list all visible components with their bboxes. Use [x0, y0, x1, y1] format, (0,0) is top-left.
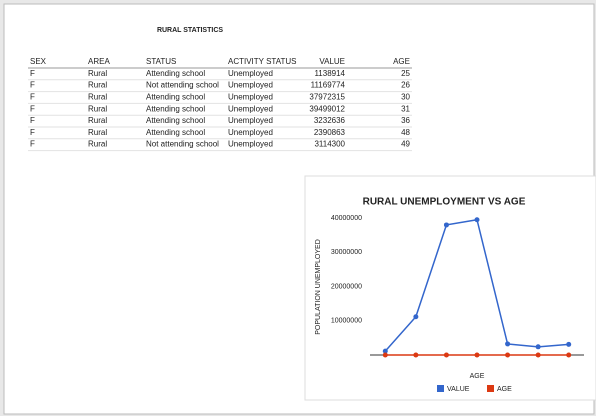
point: [566, 341, 572, 347]
table-cell: Attending school: [146, 69, 205, 78]
point: [505, 352, 511, 358]
point: [413, 314, 419, 320]
table-cell: 25: [401, 69, 410, 78]
table-cell: Rural: [88, 140, 107, 149]
table-cell: Attending school: [146, 128, 205, 137]
table-cell: 48: [401, 128, 410, 137]
table-cell: Unemployed: [228, 140, 273, 149]
table-header: AREA: [88, 57, 110, 66]
table-cell: 37972315: [309, 93, 345, 102]
table-cell: 3232636: [314, 116, 346, 125]
table-cell: 3114300: [314, 140, 345, 149]
table-cell: Not attending school: [146, 81, 219, 90]
table-cell: 30: [401, 93, 410, 102]
table-cell: Rural: [88, 81, 107, 90]
table-cell: 11169774: [311, 81, 346, 90]
table-cell: Not attending school: [146, 140, 219, 149]
y-tick-label: 30000000: [331, 249, 362, 256]
table-cell: Rural: [88, 128, 107, 137]
table-cell: 2390863: [314, 128, 346, 137]
legend-swatch: [487, 385, 494, 392]
point: [535, 344, 541, 350]
table-cell: Attending school: [146, 116, 205, 125]
table-cell: 31: [401, 104, 410, 113]
point: [443, 352, 449, 358]
table-cell: Unemployed: [228, 69, 273, 78]
table-cell: F: [30, 140, 35, 149]
point: [474, 217, 480, 223]
table-cell: F: [30, 128, 35, 137]
table-cell: 1138914: [314, 69, 345, 78]
table-cell: Unemployed: [228, 116, 273, 125]
table-header: VALUE: [319, 57, 345, 66]
point: [474, 352, 480, 358]
table-cell: F: [30, 104, 35, 113]
sheet-title: RURAL STATISTICS: [157, 27, 223, 34]
x-axis-label: AGE: [470, 373, 485, 380]
point: [382, 348, 388, 354]
point: [443, 222, 449, 228]
table-cell: F: [30, 116, 35, 125]
point: [413, 352, 419, 358]
table-cell: Unemployed: [228, 104, 273, 113]
y-tick-label: 40000000: [331, 215, 362, 222]
table-cell: Attending school: [146, 104, 205, 113]
table-cell: Rural: [88, 93, 107, 102]
point: [382, 352, 388, 358]
table-header: ACTIVITY STATUS: [228, 57, 296, 66]
table-cell: F: [30, 93, 35, 102]
table-cell: Rural: [88, 69, 107, 78]
table-cell: Unemployed: [228, 128, 273, 137]
legend-label: AGE: [497, 386, 512, 393]
y-tick-label: 10000000: [331, 318, 362, 325]
table-cell: 49: [401, 140, 410, 149]
point: [535, 352, 541, 358]
chart-box: [304, 175, 596, 401]
y-tick-label: 20000000: [331, 283, 362, 290]
y-axis-label: POPULATION UNEMPLOYED: [315, 239, 322, 335]
table-cell: Unemployed: [228, 81, 273, 90]
legend-swatch: [437, 385, 444, 392]
table-cell: 26: [401, 81, 410, 90]
point: [505, 341, 511, 347]
table-cell: F: [30, 69, 35, 78]
table-cell: F: [30, 81, 35, 90]
legend-label: VALUE: [447, 386, 470, 393]
table-cell: Attending school: [146, 93, 205, 102]
chart-title: RURAL UNEMPLOYMENT VS AGE: [363, 197, 526, 208]
table-header: SEX: [30, 57, 47, 66]
table-cell: Unemployed: [228, 93, 273, 102]
table-cell: Rural: [88, 104, 107, 113]
table-header: STATUS: [146, 57, 176, 66]
point: [566, 352, 572, 358]
table-cell: 39499012: [309, 104, 345, 113]
table-cell: Rural: [88, 116, 107, 125]
table-header: AGE: [393, 57, 410, 66]
table-cell: 36: [401, 116, 410, 125]
